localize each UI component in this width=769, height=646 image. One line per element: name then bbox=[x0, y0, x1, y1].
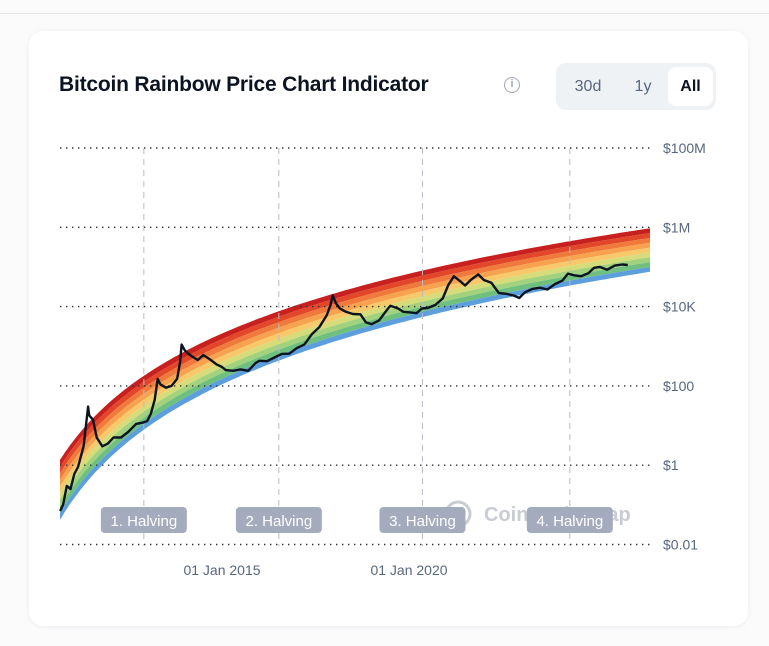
x-tick-label: 01 Jan 2020 bbox=[370, 562, 447, 578]
range-1y-button[interactable]: 1y bbox=[634, 78, 652, 95]
range-all-button[interactable]: All bbox=[668, 67, 713, 106]
rainbow-bands bbox=[60, 228, 650, 520]
range-30d-button[interactable]: 30d bbox=[574, 78, 602, 95]
halving-label: 1. Halving bbox=[110, 513, 177, 530]
halving-badge: 1. Halving bbox=[100, 507, 187, 533]
y-tick-label: $1M bbox=[663, 219, 690, 235]
chart-title: Bitcoin Rainbow Price Chart Indicator bbox=[59, 73, 429, 96]
y-tick-label: $10K bbox=[663, 299, 696, 315]
halving-label: 4. Halving bbox=[536, 513, 603, 530]
y-tick-label: $100 bbox=[663, 378, 694, 394]
y-axis-labels: $100M $1M $10K $100 $1 $0.01 bbox=[663, 140, 706, 553]
halving-badge: 4. Halving bbox=[526, 507, 613, 533]
halving-badge: 2. Halving bbox=[235, 507, 322, 533]
halving-badges: 1. Halving 2. Halving 3. Halving 4. Halving bbox=[100, 507, 613, 533]
y-tick-label: $1 bbox=[663, 457, 679, 473]
x-tick-label: 01 Jan 2015 bbox=[183, 562, 260, 578]
horizontal-gridlines bbox=[60, 147, 650, 546]
info-icon[interactable]: i bbox=[504, 77, 520, 93]
halving-label: 3. Halving bbox=[389, 513, 456, 530]
top-divider bbox=[0, 13, 769, 14]
y-tick-label: $0.01 bbox=[663, 537, 698, 553]
x-axis-labels: 01 Jan 2015 01 Jan 2020 bbox=[183, 562, 447, 578]
price-line bbox=[59, 263, 628, 512]
halving-badge: 3. Halving bbox=[379, 507, 466, 533]
y-tick-label: $100M bbox=[663, 140, 706, 156]
halving-lines bbox=[143, 148, 571, 546]
range-selector: 30d 1y All bbox=[556, 63, 716, 110]
halving-label: 2. Halving bbox=[245, 513, 312, 530]
